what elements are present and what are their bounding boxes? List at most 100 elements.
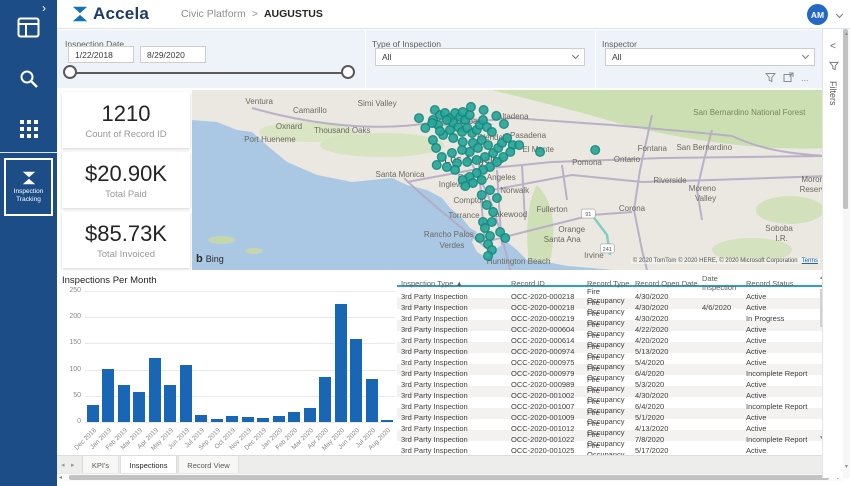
column-header-inspection-type[interactable]: Inspection Type ▲ [401,279,511,288]
map-inspection-point[interactable] [488,218,497,227]
map-inspection-point[interactable] [465,111,474,120]
bar-Dec 2019[interactable] [257,418,269,422]
kpi-card-total-paid[interactable]: $20.90K Total Paid [62,152,190,208]
map-inspection-point[interactable] [484,252,493,261]
map-inspection-point[interactable] [477,191,486,200]
map-inspection-point[interactable] [467,103,476,112]
expand-filters-icon[interactable]: < [830,41,836,52]
column-header-record-id[interactable]: Record ID [511,279,587,288]
filters-pane-label[interactable]: Filters [828,81,838,106]
vertical-scrollbar[interactable]: ▲ ▼ [843,29,850,478]
scroll-down-icon[interactable]: ▼ [843,464,850,470]
bar-Aug 2020[interactable] [381,420,393,422]
filters-funnel-icon[interactable] [829,61,839,71]
sidebar-expand-icon[interactable]: › [42,1,46,15]
map-inspection-point[interactable] [472,156,481,165]
table-row[interactable]: 3rd Party InspectionOCC-2020-000218Fire … [397,287,825,298]
tab-record-view[interactable]: Record View [178,456,239,474]
v-scroll-thumb[interactable] [843,29,848,209]
layout-icon[interactable] [0,17,57,38]
map-inspection-point[interactable] [474,144,483,153]
bar-Dec 2018[interactable] [87,405,99,422]
bar-Feb 2019[interactable] [118,385,130,422]
map-inspection-point[interactable] [486,232,495,241]
map-inspection-point[interactable] [591,146,600,155]
column-header-date-inspection[interactable]: Date Inspection [702,274,746,292]
bar-Nov 2019[interactable] [242,417,254,422]
map-inspection-point[interactable] [484,141,493,150]
bar-Mar 2020[interactable] [304,408,316,422]
scroll-up-icon[interactable]: ▲ [843,31,850,37]
bar-Apr 2019[interactable] [149,358,161,422]
map-inspection-point[interactable] [493,194,502,203]
map-inspection-point[interactable] [437,153,446,162]
map-inspection-point[interactable] [428,119,437,128]
map-inspection-point[interactable] [486,186,495,195]
map-inspection-point[interactable] [476,234,485,243]
kpi-card-count[interactable]: 1210 Count of Record ID [62,92,190,148]
h-scroll-thumb[interactable] [69,475,829,480]
bar-Feb 2020[interactable] [288,412,300,422]
search-icon[interactable] [0,68,57,90]
bar-Jul 2020[interactable] [366,379,378,422]
tabs-prev-icon[interactable]: ◂ [61,461,65,469]
avatar-menu-chevron-icon[interactable] [836,11,843,18]
bar-Oct 2019[interactable] [226,416,238,422]
tab-kpis[interactable]: KPI's [82,456,119,474]
sidebar-item-inspection-tracking[interactable]: Inspection Tracking [4,158,53,216]
map-inspection-point[interactable] [448,149,457,158]
apps-grid-icon[interactable] [0,120,57,138]
more-options-icon[interactable]: ... [801,73,809,83]
bar-Jun 2020[interactable] [350,339,362,422]
terms-link[interactable]: Terms [802,258,818,264]
map-inspection-point[interactable] [432,144,441,153]
map-inspection-point[interactable] [458,146,467,155]
map-inspection-point[interactable] [500,120,509,129]
slider-handle-start[interactable] [63,65,77,79]
tab-inspections[interactable]: Inspections [120,456,177,474]
map-inspection-point[interactable] [536,148,545,157]
scroll-left-icon[interactable]: ◂ [59,474,62,481]
map-visual[interactable]: VenturaCamarilloOxnardPort HuenemeThousa… [192,90,826,270]
filter-funnel-icon[interactable] [765,72,776,83]
date-end-input[interactable]: 8/29/2020 [140,46,206,63]
map-inspection-point[interactable] [481,224,490,233]
kpi-card-total-invoiced[interactable]: $85.73K Total Invoiced [62,212,190,268]
accela-logo[interactable]: Accela [71,4,149,24]
breadcrumb-civic-platform[interactable]: Civic Platform [181,8,246,20]
map-inspection-point[interactable] [436,127,445,136]
map-inspection-point[interactable] [461,182,470,191]
map-inspection-point[interactable] [443,116,452,125]
bar-May 2020[interactable] [335,304,347,422]
map-inspection-point[interactable] [449,134,458,143]
column-header-record-open-date[interactable]: Record Open Date [635,279,702,288]
map-inspection-point[interactable] [488,128,497,137]
bar-Jan 2019[interactable] [102,369,114,422]
bar-Sep 2019[interactable] [211,419,223,422]
map-inspection-point[interactable] [481,153,490,162]
bar-Apr 2020[interactable] [319,377,331,422]
bar-Mar 2019[interactable] [133,392,145,422]
date-range-slider[interactable] [70,72,348,74]
map-inspection-point[interactable] [477,176,486,185]
bar-May 2019[interactable] [164,385,176,422]
map-inspection-point[interactable] [463,158,472,167]
bar-Jun 2019[interactable] [180,365,192,422]
map-inspection-point[interactable] [479,106,488,115]
avatar[interactable]: AM [807,4,828,25]
tabs-next-icon[interactable]: ▸ [71,461,75,469]
focus-mode-icon[interactable] [783,72,794,83]
bing-logo[interactable]: bBing [196,253,224,265]
column-header-record-status[interactable]: Record Status [746,279,825,288]
map-inspection-point[interactable] [483,201,492,210]
inspector-select[interactable]: All [605,48,815,66]
slider-handle-end[interactable] [341,65,355,79]
map-inspection-point[interactable] [515,141,524,150]
map-inspection-point[interactable] [432,161,441,170]
horizontal-scrollbar[interactable]: ◂ ▸ [57,473,843,481]
map-inspection-point[interactable] [443,163,452,172]
map-inspection-point[interactable] [415,114,424,123]
bar-Jan 2020[interactable] [273,416,285,422]
map-inspection-point[interactable] [492,112,501,121]
map-inspection-point[interactable] [451,166,460,175]
